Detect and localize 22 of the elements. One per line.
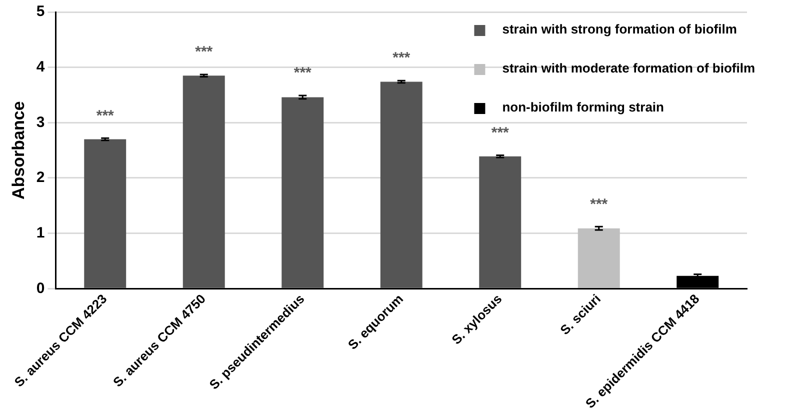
y-tick-label: 3 [36,114,45,131]
y-tick-label: 2 [36,169,45,186]
bar [578,228,620,288]
bar [380,82,422,288]
annotation: *** [491,124,510,142]
annotation: *** [96,107,114,124]
legend-label: non-biofilm forming strain [502,100,664,115]
bar [84,139,126,288]
y-tick-label: 1 [36,224,45,242]
y-tick-label: 4 [36,58,46,76]
legend-label: strain with strong formation of biofilm [502,22,737,37]
annotation: *** [195,44,213,61]
annotation: *** [392,50,410,67]
annotation: *** [590,196,608,213]
bar [282,97,324,288]
bar [479,156,522,288]
bar [182,76,225,288]
y-tick-label: 0 [36,280,45,297]
y-tick-label: 5 [36,3,45,20]
y-axis-title: Absorbance [8,101,28,200]
legend-label: strain with moderate formation of biofilm [502,60,756,76]
annotation: *** [294,64,312,82]
